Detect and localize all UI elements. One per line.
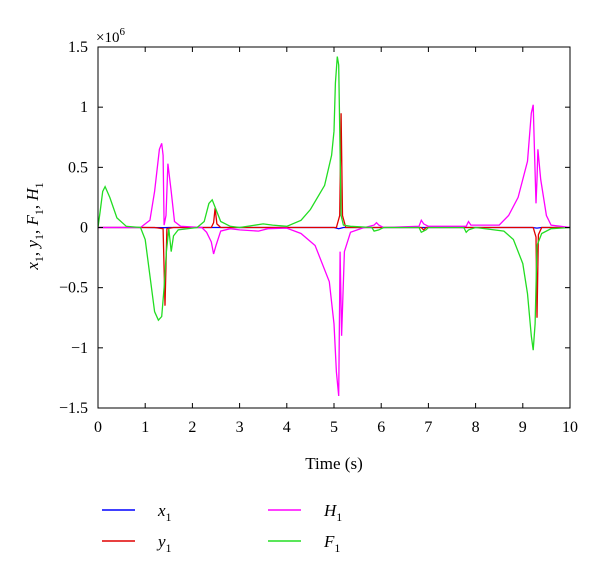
x-tick-label: 4 [283, 419, 291, 436]
x-axis-label: Time (s) [305, 454, 362, 473]
y-label-subscript: 1 [32, 234, 46, 240]
x-tick-label: 0 [94, 419, 102, 436]
legend-label-y1: y1 [156, 532, 172, 555]
y-label-var: F [23, 215, 42, 227]
y-tick-label: −0.5 [59, 280, 88, 297]
x-tick-label: 6 [377, 419, 385, 436]
y-tick-label: 1.5 [68, 39, 88, 56]
series-layer [98, 56, 570, 397]
y-label-var: x [23, 262, 42, 271]
y-label-var: H [23, 187, 42, 202]
x-tick-label: 10 [562, 419, 578, 436]
legend-label-f1: F1 [323, 532, 340, 555]
legend-label-x1: x1 [157, 501, 172, 524]
x-tick-label: 2 [188, 419, 196, 436]
y-label-subscript: 1 [32, 182, 46, 188]
scale-multiplier-exponent: 6 [119, 26, 125, 38]
y-label-separator: , [23, 226, 42, 235]
scale-multiplier-base: ×10 [96, 30, 119, 46]
x-tick-label: 1 [141, 419, 149, 436]
series-line-y1 [98, 113, 570, 318]
series-line-h1 [98, 104, 570, 397]
x-tick-label: 7 [424, 419, 432, 436]
x-tick-label: 8 [472, 419, 480, 436]
x-tick-label: 5 [330, 419, 338, 436]
y-axis-label: x1, y1, F1, H1 [23, 182, 46, 270]
y-tick-label: 0.5 [68, 159, 88, 176]
legend: x1 y1 H1 F1 [102, 501, 342, 555]
y-label-subscript: 1 [32, 209, 46, 215]
y-label-subscript: 1 [32, 256, 46, 262]
legend-label-h1: H1 [323, 501, 342, 524]
y-tick-label: −1 [71, 340, 88, 357]
y-label-var: y [23, 240, 42, 250]
x-tick-label: 3 [236, 419, 244, 436]
y-tick-label: 1 [80, 99, 88, 116]
y-tick-label: −1.5 [59, 400, 88, 417]
y-label-separator: , [23, 201, 42, 210]
tick-layer: 0 1 2 3 4 5 6 7 8 9 10 1.5 1 0.5 0 −0.5 −1 −1.5 [59, 39, 578, 436]
y-tick-label: 0 [80, 220, 88, 237]
scale-multiplier: ×106 [96, 26, 125, 46]
y-label-separator: , [23, 248, 42, 257]
x-tick-label: 9 [519, 419, 527, 436]
series-line-f1 [98, 56, 570, 351]
